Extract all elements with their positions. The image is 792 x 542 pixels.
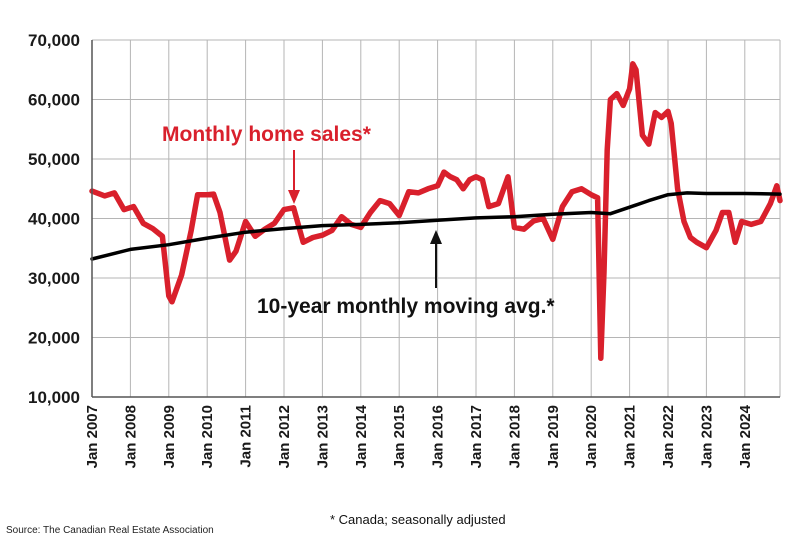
footnote: * Canada; seasonally adjusted xyxy=(330,512,506,527)
axis-labels: 10,000 20,000 30,000 40,000 50,000 60,000 70,0… xyxy=(28,31,754,468)
x-tick-label: Jan 2016 xyxy=(430,405,447,468)
x-tick-label: Jan 2021 xyxy=(622,405,639,468)
x-tick-label: Jan 2014 xyxy=(353,404,370,468)
x-tick-label: Jan 2015 xyxy=(391,405,408,468)
y-tick-label: 60,000 xyxy=(28,91,80,110)
series-layer xyxy=(89,61,783,362)
x-tick-label: Jan 2009 xyxy=(161,405,178,468)
moving-average-annotation: 10-year monthly moving avg.* xyxy=(257,295,555,318)
x-tick-label: Jan 2007 xyxy=(84,405,101,468)
x-tick-label: Jan 2011 xyxy=(238,405,255,468)
x-tick-label: Jan 2018 xyxy=(506,405,523,468)
x-tick-label: Jan 2017 xyxy=(468,405,485,468)
x-tick-label: Jan 2008 xyxy=(122,405,139,468)
monthly-sales-annotation: Monthly home sales* xyxy=(162,123,372,146)
y-tick-label: 20,000 xyxy=(28,329,80,348)
source-credit: Source: The Canadian Real Estate Associa… xyxy=(6,525,214,536)
y-tick-label: 10,000 xyxy=(28,388,80,407)
x-tick-label: Jan 2022 xyxy=(660,405,677,468)
y-tick-label: 50,000 xyxy=(28,150,80,169)
x-tick-label: Jan 2013 xyxy=(314,405,331,468)
x-tick-label: Jan 2023 xyxy=(698,405,715,468)
y-tick-label: 40,000 xyxy=(28,210,80,229)
y-tick-label: 30,000 xyxy=(28,269,80,288)
x-tick-label: Jan 2012 xyxy=(276,405,293,468)
x-tick-label: Jan 2019 xyxy=(545,405,562,468)
x-tick-label: Jan 2010 xyxy=(199,405,216,468)
monthly-sales-line xyxy=(89,61,783,362)
y-tick-label: 70,000 xyxy=(28,31,80,50)
x-tick-label: Jan 2020 xyxy=(583,405,600,468)
monthly-sales-arrow xyxy=(288,150,300,204)
moving-average-line xyxy=(90,191,782,261)
moving-average-arrow xyxy=(430,230,442,288)
axes xyxy=(91,40,780,398)
x-tick-label: Jan 2024 xyxy=(737,404,754,468)
